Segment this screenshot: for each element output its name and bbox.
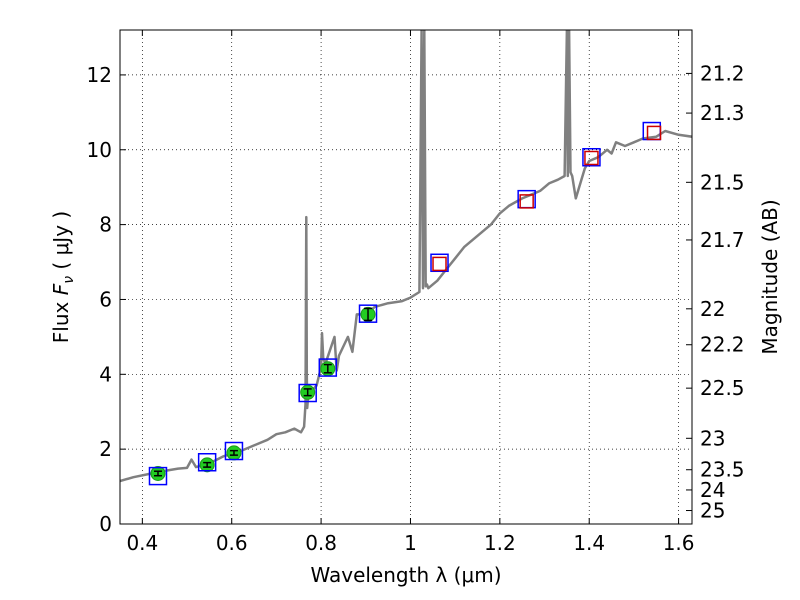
y2-axis-label: Magnitude (AB) bbox=[758, 199, 782, 354]
y2-tick-label: 21.7 bbox=[700, 228, 745, 252]
y2-tick-label: 25 bbox=[700, 499, 725, 523]
spectrum-line bbox=[120, 30, 692, 483]
y2-tick-label: 22.2 bbox=[700, 333, 745, 357]
upper-limit-marker bbox=[584, 150, 599, 166]
y-tick-label: 2 bbox=[99, 437, 112, 461]
y-tick-label: 4 bbox=[99, 362, 112, 386]
x-tick-label: 0.8 bbox=[305, 531, 337, 555]
y-axis-label-prefix: Flux bbox=[49, 295, 73, 343]
upper-limit-marker bbox=[432, 256, 447, 272]
y-axis-label-subscript: ν bbox=[61, 276, 77, 284]
y2-tick-label: 22.5 bbox=[700, 376, 745, 400]
y-tick-label: 10 bbox=[87, 138, 112, 162]
y2-tick-label: 21.2 bbox=[700, 61, 745, 85]
y2-tick-label: 22 bbox=[700, 297, 725, 321]
y-axis-label-unit: ( μJy ) bbox=[49, 211, 73, 276]
model-photometry-marker bbox=[148, 466, 168, 486]
y-tick-label: 8 bbox=[99, 213, 112, 237]
x-tick-label: 1.2 bbox=[484, 531, 516, 555]
y-tick-label: 12 bbox=[87, 63, 112, 87]
y-tick-label: 6 bbox=[99, 287, 112, 311]
plot-background bbox=[120, 30, 692, 524]
y2-tick-label: 21.3 bbox=[700, 101, 745, 125]
y-tick-label: 0 bbox=[99, 512, 112, 536]
y2-tick-label: 24 bbox=[700, 478, 725, 502]
model-photometry-marker bbox=[582, 147, 601, 167]
marker-series bbox=[148, 121, 662, 486]
plot-frame bbox=[119, 29, 693, 525]
y2-tick-label: 23 bbox=[700, 426, 725, 450]
x-tick-label: 1.4 bbox=[573, 531, 605, 555]
x-axis-label: Wavelength λ (μm) bbox=[310, 563, 501, 587]
upper-limit-marker bbox=[519, 194, 534, 209]
model-photometry-marker bbox=[197, 453, 217, 472]
model-photometry-marker bbox=[358, 304, 378, 323]
y2-tick-label: 21.5 bbox=[700, 170, 745, 194]
y-axis-label: Flux Fν ( μJy ) bbox=[49, 211, 77, 343]
x-tick-label: 0.6 bbox=[216, 531, 248, 555]
model-photometry-marker bbox=[298, 383, 317, 403]
x-tick-label: 1 bbox=[404, 531, 417, 555]
x-tick-label: 1.6 bbox=[663, 531, 695, 555]
x-tick-label: 0.4 bbox=[126, 531, 158, 555]
upper-limit-marker bbox=[646, 125, 662, 141]
model-photometry-marker bbox=[318, 358, 338, 377]
y2-tick-label: 23.5 bbox=[700, 458, 745, 482]
spectrum-series bbox=[120, 30, 692, 483]
model-photometry-marker bbox=[430, 253, 449, 273]
model-photometry-marker bbox=[224, 441, 244, 461]
y-axis-label-symbol: F bbox=[49, 283, 73, 295]
